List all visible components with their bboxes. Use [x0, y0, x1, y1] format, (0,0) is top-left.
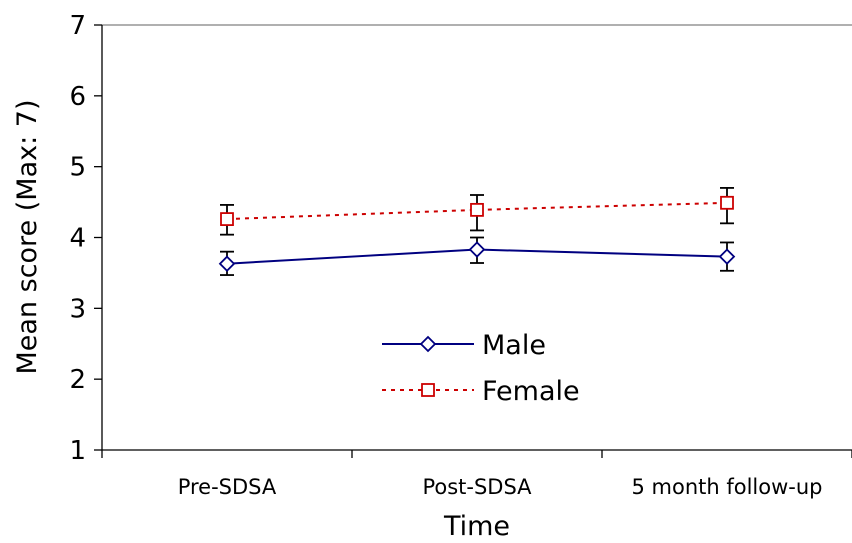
- x-tick-label: 5 month follow-up: [631, 475, 822, 499]
- legend-item-male: Male: [382, 330, 546, 361]
- legend-marker: [421, 383, 435, 397]
- legend-marker: [419, 335, 437, 353]
- x-axis-ticks: Pre-SDSA Post-SDSA 5 month follow-up: [101, 450, 852, 499]
- y-tick-label: 3: [69, 294, 86, 324]
- y-tick-label: 1: [69, 436, 86, 466]
- y-tick-label: 6: [69, 82, 86, 112]
- legend-item-female: Female: [382, 376, 580, 407]
- legend-label: Male: [482, 330, 546, 361]
- legend: Male Female: [382, 330, 580, 407]
- data-point-male: [718, 248, 736, 265]
- x-tick-label: Post-SDSA: [422, 475, 532, 499]
- series-female: [220, 195, 734, 226]
- series-line-female: [226, 201, 728, 221]
- x-axis-title: Time: [443, 511, 510, 542]
- y-tick-label: 2: [69, 365, 86, 395]
- series-male: [218, 241, 736, 272]
- y-tick-label: 7: [69, 11, 86, 41]
- data-point-male: [468, 241, 486, 258]
- x-tick-label: Pre-SDSA: [178, 475, 277, 499]
- data-point-female: [220, 212, 234, 226]
- y-tick-label: 5: [69, 153, 86, 183]
- data-point-female: [720, 195, 734, 210]
- series-layer: [218, 187, 736, 276]
- y-axis-title: Mean score (Max: 7): [12, 99, 43, 374]
- data-point-female: [470, 202, 484, 217]
- legend-label: Female: [482, 376, 580, 407]
- data-point-male: [218, 255, 236, 272]
- y-tick-label: 4: [69, 224, 86, 254]
- y-axis-ticks: 1 2 3 4 5 6 7: [69, 11, 102, 466]
